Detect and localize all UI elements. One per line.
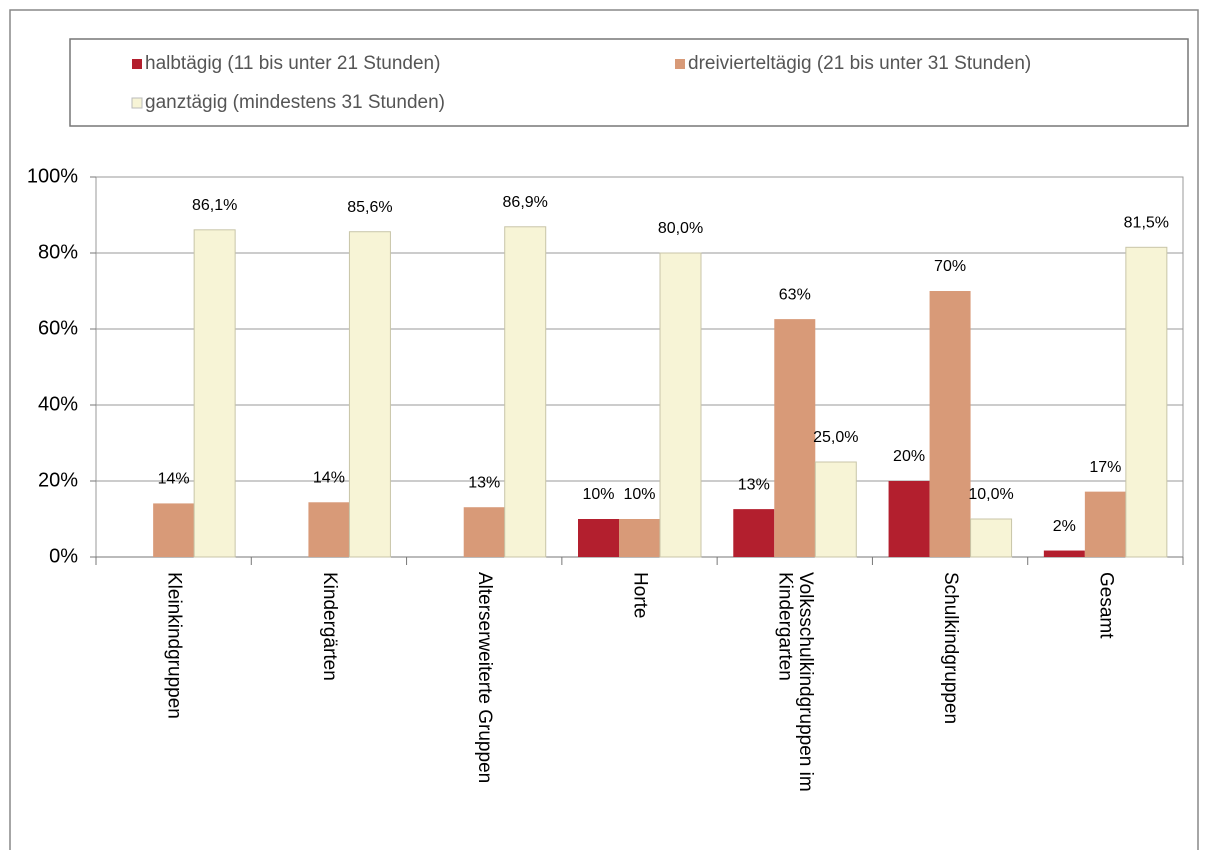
x-tick-label: Horte xyxy=(629,572,650,618)
x-tick-label: Kindergärten xyxy=(319,572,340,681)
data-label: 14% xyxy=(158,471,190,488)
chart-frame xyxy=(9,9,1199,850)
bar xyxy=(814,461,857,558)
bar xyxy=(774,319,816,557)
legend-swatch xyxy=(675,59,685,69)
legend-swatch xyxy=(132,59,142,69)
bar xyxy=(153,503,195,557)
data-label: 25,0% xyxy=(813,429,858,446)
x-tick-label: Volksschulkindgruppen im Kindergarten xyxy=(774,572,816,797)
y-tick-label: 100% xyxy=(27,165,78,187)
bar xyxy=(578,519,619,557)
x-tick-label: Alterserweiterte Gruppen xyxy=(474,572,495,783)
bar xyxy=(193,229,236,558)
data-label: 85,6% xyxy=(347,199,392,216)
x-tick-label: Schulkindgruppen xyxy=(940,572,961,724)
data-label: 63% xyxy=(779,286,811,303)
bar xyxy=(733,509,775,557)
y-tick-label: 40% xyxy=(38,393,78,415)
data-label: 81,5% xyxy=(1124,215,1169,232)
legend-label: ganztägig (mindestens 31 Stunden) xyxy=(145,92,445,113)
data-label: 70% xyxy=(934,258,966,275)
data-label: 13% xyxy=(468,474,500,491)
bar xyxy=(504,226,547,558)
data-label: 17% xyxy=(1089,459,1121,476)
data-label: 14% xyxy=(313,469,345,486)
data-label: 10,0% xyxy=(968,486,1013,503)
data-label: 10% xyxy=(623,486,655,503)
legend-swatch xyxy=(131,97,143,109)
data-label: 13% xyxy=(738,476,770,493)
bar xyxy=(348,231,391,558)
bar xyxy=(308,502,350,557)
y-tick-label: 0% xyxy=(49,545,78,567)
data-label: 86,1% xyxy=(192,197,237,214)
y-tick-label: 60% xyxy=(38,317,78,339)
y-tick-label: 20% xyxy=(38,469,78,491)
data-label: 86,9% xyxy=(503,194,548,211)
y-tick-label: 80% xyxy=(38,241,78,263)
data-label: 10% xyxy=(582,486,614,503)
x-tick-label: Gesamt xyxy=(1095,572,1116,639)
data-label: 2% xyxy=(1053,518,1076,535)
bar xyxy=(659,252,702,558)
data-label: 80,0% xyxy=(658,220,703,237)
legend-label: halbtägig (11 bis unter 21 Stunden) xyxy=(145,53,440,74)
data-label: 20% xyxy=(893,448,925,465)
bar xyxy=(619,519,660,557)
bar xyxy=(463,507,505,557)
bar xyxy=(1043,550,1085,557)
x-tick-label: Kleinkindgruppen xyxy=(164,572,185,719)
legend-box xyxy=(69,38,1189,127)
bar xyxy=(888,481,930,557)
bar xyxy=(970,518,1013,558)
bar xyxy=(1084,491,1126,557)
bar xyxy=(929,291,971,557)
bar xyxy=(1125,246,1168,558)
legend-label: dreivierteltägig (21 bis unter 31 Stunde… xyxy=(688,53,1031,74)
